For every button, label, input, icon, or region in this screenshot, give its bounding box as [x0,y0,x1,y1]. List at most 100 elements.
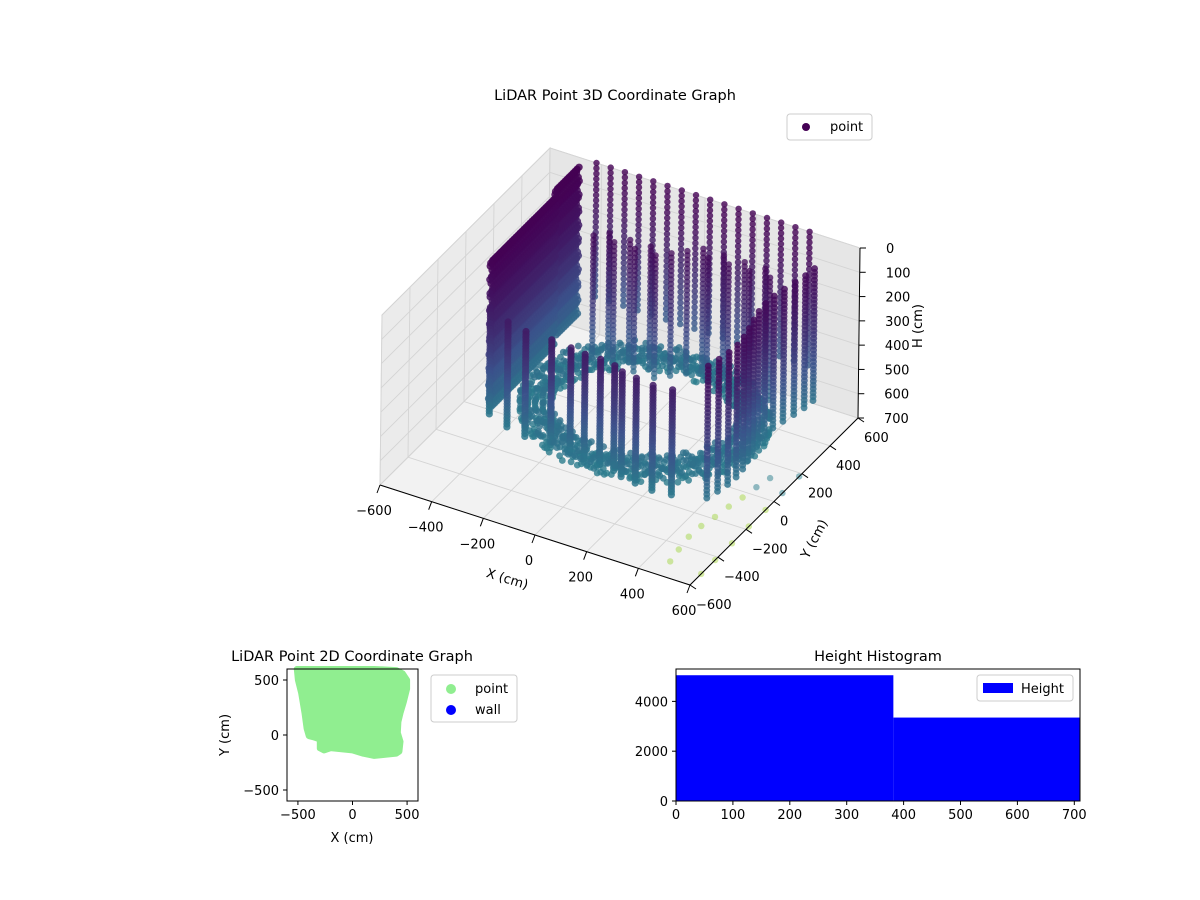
x-tick [480,518,483,526]
x-tick-label: −200 [459,537,495,552]
x-tick-label: 400 [620,587,645,602]
point-3d [790,411,797,418]
h-tick-label: 0 [886,242,894,257]
point-3d [726,503,732,509]
h-tick-label: 300 [885,315,910,330]
point-3d [667,373,673,379]
y-tick [746,529,752,533]
y-tick [830,446,836,450]
y-tick [802,474,808,478]
point-3d [540,399,547,406]
chart-3d-xlabel: X (cm) [484,566,530,593]
x-tick-label: −400 [408,521,444,536]
y-tick-label: −600 [696,598,732,613]
point-3d [618,473,625,480]
point-3d [539,392,546,399]
point-3d [691,326,697,332]
point-3d [667,558,673,564]
chart-3d-ylabel: Y (cm) [798,517,831,562]
point-3d [630,368,636,374]
point-3d [689,461,696,468]
h-tick-label: 600 [884,388,909,403]
y-tick-label: −200 [752,542,788,557]
chart-3d-title: LiDAR Point 3D Coordinate Graph [494,88,736,104]
point-3d [680,463,687,470]
point-3d [767,475,773,481]
point-3d [532,398,539,405]
y-tick-label: 400 [836,459,861,474]
h-tick-label: 200 [885,291,910,306]
y-tick-label: 500 [254,674,279,689]
point-3d [780,418,787,425]
y-tick [858,418,864,422]
point-3d [554,444,561,451]
chart-2d-title: LiDAR Point 2D Coordinate Graph [231,649,473,665]
h-tick-label: 700 [884,412,909,427]
point-3d [683,457,690,464]
y-tick-label: 0 [271,729,279,744]
point-3d [678,469,685,476]
point-3d [618,342,625,349]
chart-3d: LiDAR Point 3D Coordinate Graph −600 −400… [356,88,926,619]
x-tick [532,535,535,543]
point-3d [693,379,700,386]
y-tick [774,502,780,506]
point-3d [714,488,721,495]
point-3d [560,371,567,378]
point-3d [675,479,682,486]
y-tick-label: 200 [808,487,833,502]
point-3d [620,303,626,309]
point-3d [605,460,612,467]
point-3d [589,355,595,361]
point-3d [698,523,704,529]
chart-2d-legend-marker-point [446,684,456,694]
h-tick-label: 100 [886,266,911,281]
point-3d [801,404,808,411]
point-3d [668,491,675,498]
point-3d [632,480,639,487]
x-tick [687,585,690,593]
chart-3d-legend: point [787,114,872,140]
h-tick-label: 400 [885,339,910,354]
x-tick-label: 0 [348,808,356,823]
point-3d [612,462,619,469]
point-3d [712,514,718,520]
x-tick-label: 500 [395,808,420,823]
point-3d [686,534,692,540]
point-3d [546,449,553,456]
point-3d [575,343,582,350]
point-3d [677,321,683,327]
x-tick-label: 200 [568,571,593,586]
h-tick-label: 500 [885,363,910,378]
point-3d [587,458,594,465]
chart-3d-zlabel: H (cm) [911,304,926,348]
point-3d [574,462,581,469]
y-tick-label: −400 [724,570,760,585]
point-3d [651,375,657,381]
point-3d [733,474,740,481]
chart-3d-legend-marker [802,123,810,131]
chart-2d-legend-label-point: point [475,682,508,697]
point-3d [648,487,655,494]
chart-2d-legend-marker-wall [446,705,456,715]
x-tick-label: −600 [356,504,392,519]
point-3d [568,458,575,465]
y-tick-label: −500 [243,784,279,799]
x-tick-label: 600 [672,604,697,619]
chart-3d-legend-label: point [830,120,863,135]
point-3d [537,432,544,439]
point-3d [683,370,689,376]
x-tick [635,568,638,576]
x-tick [429,502,432,510]
chart-2d-legend: point wall [431,675,517,722]
point-3d [810,397,817,404]
point-3d [486,410,493,417]
point-3d [739,494,745,500]
point-3d [724,481,731,488]
y-tick-label: 600 [864,431,889,446]
y-tick [690,585,696,589]
chart-2d: LiDAR Point 2D Coordinate Graph −500−500… [218,649,517,846]
point-3d [753,484,759,490]
point-3d [521,433,528,440]
